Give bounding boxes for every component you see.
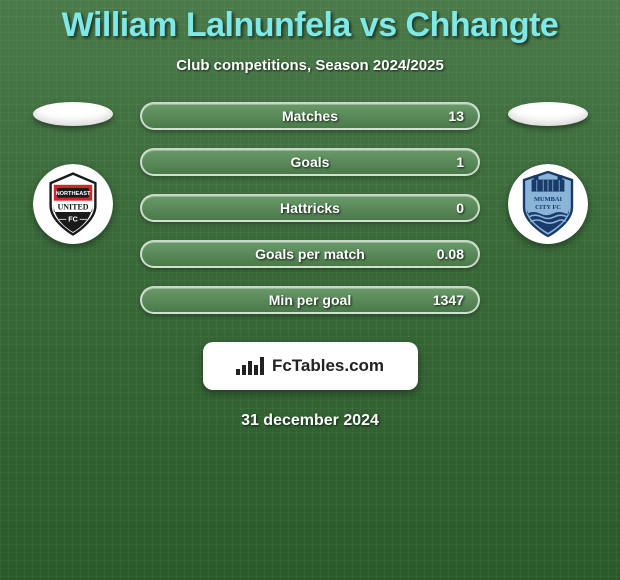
svg-text:NORTHEAST: NORTHEAST	[55, 191, 90, 197]
stat-right-value: 0	[404, 200, 464, 216]
svg-text:MUMBAI: MUMBAI	[533, 196, 562, 203]
stat-row: Goals per match 0.08	[140, 240, 480, 268]
club-crest-left: NORTHEAST UNITED — FC —	[33, 164, 113, 244]
stat-row: Matches 13	[140, 102, 480, 130]
svg-text:CITY FC: CITY FC	[535, 204, 561, 211]
svg-text:— FC —: — FC —	[59, 215, 88, 224]
main-row: NORTHEAST UNITED — FC — Matches 13 Goals…	[0, 102, 620, 332]
chart-icon	[236, 357, 264, 375]
stat-label: Matches	[216, 108, 404, 124]
player-marker-left	[33, 102, 113, 126]
stat-row: Goals 1	[140, 148, 480, 176]
stat-label: Goals per match	[216, 246, 404, 262]
stat-label: Goals	[216, 154, 404, 170]
stat-right-value: 1	[404, 154, 464, 170]
player-marker-right	[508, 102, 588, 126]
club-crest-right: MUMBAI CITY FC	[508, 164, 588, 244]
club-right-column: MUMBAI CITY FC	[490, 102, 605, 244]
brand-text: FcTables.com	[272, 356, 384, 376]
stat-label: Hattricks	[216, 200, 404, 216]
infographic-container: William Lalnunfela vs Chhangte Club comp…	[0, 0, 620, 430]
stats-table: Matches 13 Goals 1 Hattricks 0 Goals per…	[140, 102, 480, 332]
stat-row: Hattricks 0	[140, 194, 480, 222]
stat-right-value: 0.08	[404, 246, 464, 262]
svg-text:UNITED: UNITED	[57, 203, 88, 212]
stat-right-value: 1347	[404, 292, 464, 308]
stat-row: Min per goal 1347	[140, 286, 480, 314]
brand-badge: FcTables.com	[203, 342, 418, 390]
stat-right-value: 13	[404, 108, 464, 124]
subtitle: Club competitions, Season 2024/2025	[0, 57, 620, 74]
date-label: 31 december 2024	[0, 412, 620, 430]
page-title: William Lalnunfela vs Chhangte	[0, 6, 620, 45]
club-left-column: NORTHEAST UNITED — FC —	[15, 102, 130, 244]
stat-label: Min per goal	[216, 292, 404, 308]
